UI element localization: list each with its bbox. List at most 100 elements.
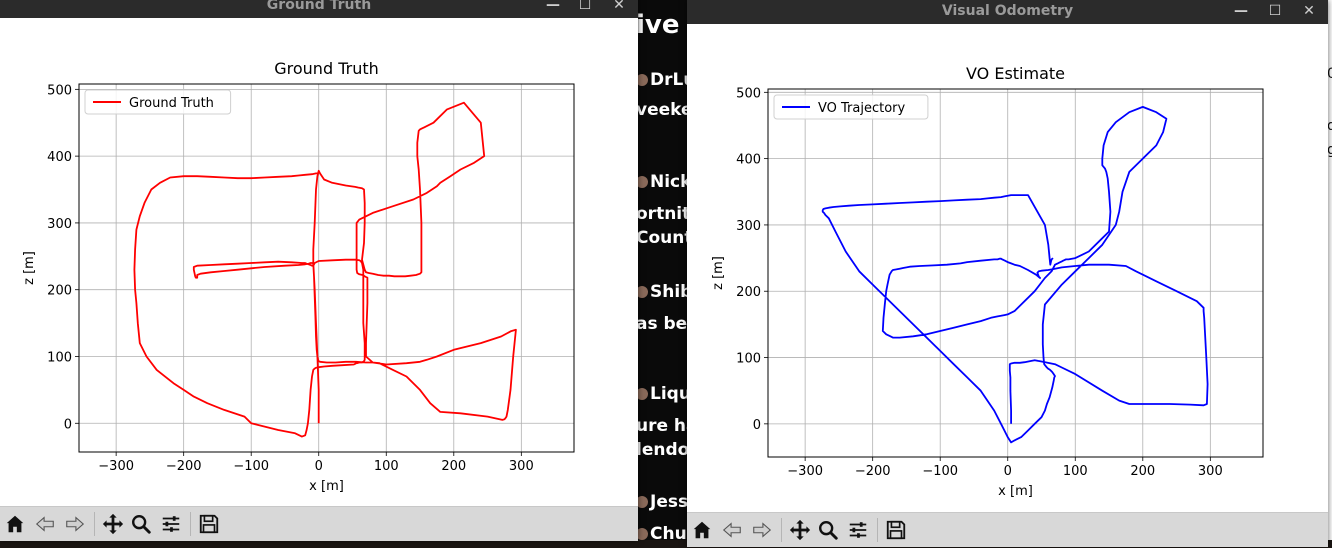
- zoom-button[interactable]: [815, 517, 841, 543]
- background-chat-line: as bee: [636, 314, 690, 334]
- background-chat-line: lendo: [636, 440, 689, 460]
- back-icon: [35, 516, 54, 532]
- x-tick-label: 100: [1063, 464, 1088, 479]
- navigation-toolbar: [687, 512, 1328, 547]
- background-chat-line: ortnit: [636, 204, 690, 224]
- configure-button[interactable]: [845, 517, 871, 543]
- legend-box: [773, 94, 929, 120]
- avatar: [636, 496, 648, 508]
- chat-text: Liqui: [650, 384, 690, 404]
- chart-title: VO Estimate: [966, 64, 1065, 83]
- x-tick-label: −200: [166, 459, 202, 474]
- y-tick-label: 400: [736, 153, 761, 168]
- y-tick-label: 500: [736, 86, 761, 101]
- series-line: [133, 101, 517, 438]
- chat-text: ive c: [636, 10, 690, 40]
- y-tick-label: 300: [736, 219, 761, 234]
- toolbar-separator: [781, 518, 782, 542]
- background-chat-line: ive c: [636, 10, 690, 40]
- save-button[interactable]: [883, 517, 909, 543]
- x-tick-label: 100: [374, 459, 399, 474]
- x-tick-label: 0: [315, 459, 323, 474]
- configure-subplots-icon: [162, 516, 180, 532]
- x-tick-label: −200: [855, 464, 891, 479]
- navigation-toolbar: [0, 506, 638, 541]
- background-text: 0: [1327, 66, 1332, 82]
- forward-button[interactable]: [62, 511, 88, 537]
- y-axis-label: z [m]: [711, 256, 726, 290]
- minimize-button[interactable]: —: [1234, 3, 1248, 19]
- y-tick-label: 300: [47, 217, 72, 232]
- maximize-button[interactable]: ☐: [578, 0, 592, 13]
- background-window-edge: [1326, 0, 1332, 548]
- x-tick-label: −300: [787, 464, 823, 479]
- toolbar-separator: [877, 518, 878, 542]
- close-button[interactable]: ✕: [1303, 3, 1315, 19]
- pan-button[interactable]: [787, 517, 813, 543]
- background-bottom-strip: [0, 540, 1332, 548]
- home-icon: [693, 521, 711, 539]
- forward-button[interactable]: [749, 517, 775, 543]
- x-tick-label: 300: [509, 459, 534, 474]
- home-button[interactable]: [689, 517, 715, 543]
- y-tick-label: 400: [47, 150, 72, 165]
- y-tick-label: 200: [736, 285, 761, 300]
- x-axis-label: x [m]: [309, 479, 344, 494]
- background-chat-panel: ive c DrLu veeker Nick ortnit Counte Shib as be…: [630, 0, 690, 548]
- plot-svg: Ground Truth −300 −200 −100 0 100 200 300 0 100 20…: [22, 59, 575, 494]
- home-icon: [6, 515, 24, 533]
- y-axis-label: z [m]: [22, 251, 37, 285]
- maximize-button[interactable]: ☐: [1268, 3, 1282, 19]
- background-chat-line: Nick: [636, 172, 690, 192]
- legend-label: Ground Truth: [129, 96, 214, 111]
- y-tick-label: 200: [47, 284, 72, 299]
- background-chat-line: DrLu: [636, 70, 690, 90]
- avatar: [636, 528, 648, 540]
- chat-text: veeker: [636, 100, 690, 120]
- x-tick-label: −300: [98, 459, 134, 474]
- zoom-icon: [132, 515, 151, 534]
- background-text: d: [1327, 118, 1332, 134]
- chat-text: ortnit: [636, 204, 690, 224]
- chat-text: Jess: [650, 492, 689, 512]
- forward-icon: [753, 522, 772, 538]
- background-chat-line: veeker: [636, 100, 690, 120]
- ground-truth-window[interactable]: Ground Truth — ☐ ✕ Ground Truth −300 −200 −…: [0, 0, 638, 541]
- pan-icon: [102, 513, 124, 535]
- legend: Ground Truth: [84, 89, 232, 115]
- save-button[interactable]: [196, 511, 222, 537]
- close-button[interactable]: ✕: [613, 0, 625, 13]
- back-button[interactable]: [719, 517, 745, 543]
- minimize-button[interactable]: —: [546, 0, 560, 13]
- avatar: [636, 388, 648, 400]
- window-titlebar[interactable]: Visual Odometry — ☐ ✕: [687, 0, 1328, 24]
- zoom-button[interactable]: [128, 511, 154, 537]
- background-text: g: [1327, 142, 1332, 158]
- legend: VO Trajectory: [773, 94, 929, 120]
- pan-icon: [789, 519, 811, 541]
- legend-box: [84, 89, 232, 115]
- series-line: [821, 106, 1209, 444]
- pan-button[interactable]: [100, 511, 126, 537]
- x-tick-label: 0: [1004, 464, 1012, 479]
- figure-canvas[interactable]: Ground Truth −300 −200 −100 0 100 200 300 0 100 20…: [0, 18, 638, 506]
- y-tick-label: 500: [47, 83, 72, 98]
- figure-canvas[interactable]: VO Estimate −300 −200 −100 0 100 200 300 0 100 200…: [687, 24, 1328, 512]
- background-chat-line: Liqui: [636, 384, 690, 404]
- background-chat-line: Chu: [636, 524, 687, 544]
- configure-button[interactable]: [158, 511, 184, 537]
- home-button[interactable]: [2, 511, 28, 537]
- y-tick-label: 100: [47, 350, 72, 365]
- chat-text: ure ha: [636, 416, 690, 436]
- visual-odometry-window[interactable]: Visual Odometry — ☐ ✕ VO Estimate −300 −20…: [687, 0, 1328, 547]
- chat-text: Shib: [650, 282, 690, 302]
- chart-title: Ground Truth: [274, 59, 379, 78]
- axes-frame: [78, 83, 575, 453]
- x-axis-label: x [m]: [998, 484, 1033, 499]
- back-button[interactable]: [32, 511, 58, 537]
- background-chat-line: Counte: [636, 228, 690, 248]
- background-chat-line: Jess: [636, 492, 688, 512]
- window-titlebar[interactable]: Ground Truth — ☐ ✕: [0, 0, 638, 18]
- plot-svg: VO Estimate −300 −200 −100 0 100 200 300 0 100 200…: [711, 64, 1264, 499]
- x-tick-label: 200: [441, 459, 466, 474]
